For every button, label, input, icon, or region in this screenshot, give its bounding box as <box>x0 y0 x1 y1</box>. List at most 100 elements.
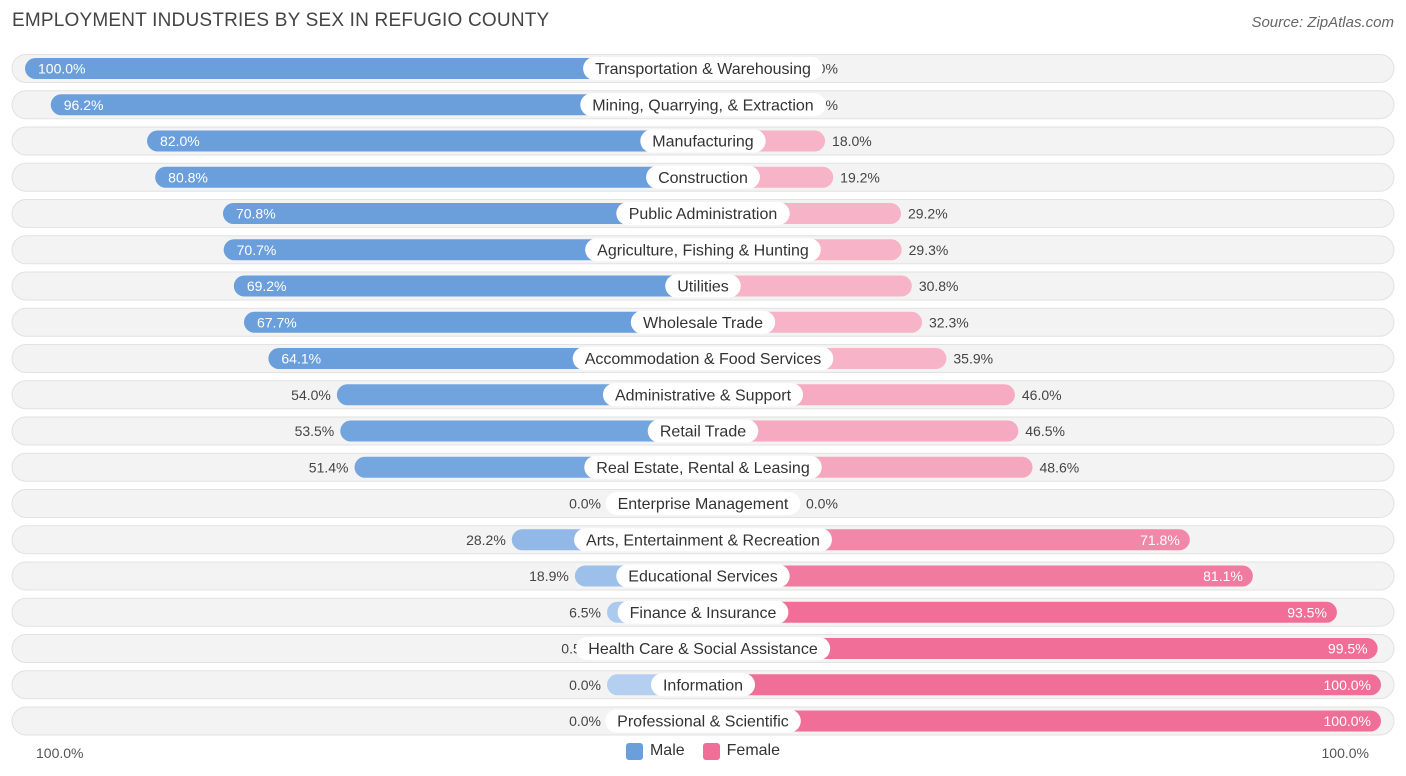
category-pill <box>584 455 822 479</box>
category-label: Agriculture, Fishing & Hunting <box>597 242 809 259</box>
value-label-male: 96.2% <box>64 97 104 113</box>
legend: Male Female <box>0 742 1406 760</box>
axis-right-label: 100.0% <box>1321 745 1369 761</box>
bar-female <box>703 638 1378 659</box>
value-label-male: 51.4% <box>309 459 349 475</box>
value-label-male: 82.0% <box>160 133 200 149</box>
chart-title: EMPLOYMENT INDUSTRIES BY SEX IN REFUGIO … <box>12 10 550 31</box>
value-label-female: 48.6% <box>1040 459 1080 475</box>
value-label-female: 100.0% <box>1324 713 1371 729</box>
bar-female <box>703 674 1381 696</box>
value-label-male: 18.9% <box>529 568 569 584</box>
value-label-female: 29.2% <box>908 206 948 222</box>
value-label-male: 70.8% <box>236 206 276 222</box>
category-label: Enterprise Management <box>618 496 789 513</box>
source-credit: Source: ZipAtlas.com <box>1251 14 1394 31</box>
value-label-female: 35.9% <box>953 351 993 367</box>
bar-male <box>243 311 703 333</box>
bar-female <box>703 420 1019 442</box>
bar-male <box>223 239 704 261</box>
bar-female <box>703 565 1253 587</box>
category-label: Construction <box>658 170 748 187</box>
value-label-female: 19.2% <box>840 169 880 185</box>
legend-swatch-female <box>702 742 720 760</box>
legend-item-female: Female <box>702 742 781 760</box>
value-label-female: 18.0% <box>832 133 872 149</box>
category-pill <box>630 310 776 334</box>
category-pill <box>616 564 790 588</box>
value-label-female: 0.0% <box>806 496 838 512</box>
value-label-female: 46.5% <box>1025 423 1065 439</box>
category-label: Information <box>663 677 743 694</box>
category-pill <box>665 274 741 298</box>
category-pill <box>605 709 801 733</box>
category-pill <box>650 673 756 697</box>
category-pill <box>575 637 831 660</box>
value-label-male: 6.5% <box>569 604 601 620</box>
bar-female <box>703 275 912 297</box>
bar-male <box>340 420 703 442</box>
category-pill <box>605 492 801 515</box>
bar-female <box>703 601 1337 623</box>
value-label-female: 81.1% <box>1203 568 1243 584</box>
category-pill <box>585 238 821 262</box>
category-pill <box>583 57 823 80</box>
value-label-male: 0.0% <box>569 496 601 512</box>
value-label-male: 67.7% <box>257 314 297 330</box>
category-pill <box>640 129 766 153</box>
category-label: Professional & Scientific <box>617 714 789 731</box>
value-label-female: 46.0% <box>1022 387 1062 403</box>
category-label: Transportation & Warehousing <box>595 61 811 78</box>
category-label: Public Administration <box>629 206 778 223</box>
category-pill <box>580 93 826 117</box>
category-label: Educational Services <box>628 569 777 586</box>
category-label: Mining, Quarrying, & Extraction <box>592 97 813 114</box>
category-label: Arts, Entertainment & Recreation <box>586 532 820 549</box>
category-label: Accommodation & Food Services <box>585 351 822 368</box>
category-pill <box>574 528 832 552</box>
bar-male <box>233 275 703 297</box>
category-pill <box>647 419 759 443</box>
category-label: Retail Trade <box>660 424 746 441</box>
category-label: Finance & Insurance <box>630 605 777 622</box>
category-pill <box>572 347 834 370</box>
bar-female <box>703 710 1381 732</box>
category-pill <box>617 600 789 624</box>
category-label: Administrative & Support <box>615 387 792 404</box>
value-label-male: 0.0% <box>569 677 601 693</box>
bar-male <box>222 203 703 224</box>
legend-label-female: Female <box>726 742 781 759</box>
value-label-male: 100.0% <box>38 61 85 77</box>
legend-label-male: Male <box>649 742 685 759</box>
value-label-male: 53.5% <box>295 423 335 439</box>
bar-male <box>25 58 703 79</box>
value-label-male: 70.7% <box>237 242 277 258</box>
category-pill <box>602 383 804 407</box>
value-label-female: 30.8% <box>919 278 959 294</box>
value-label-male: 54.0% <box>291 387 331 403</box>
value-label-female: 71.8% <box>1140 532 1180 548</box>
category-label: Health Care & Social Assistance <box>588 641 818 658</box>
legend-item-male: Male <box>625 742 685 760</box>
value-label-male: 28.2% <box>466 532 506 548</box>
axis-left-label: 100.0% <box>36 745 84 761</box>
legend-swatch-male <box>625 742 643 760</box>
category-label: Wholesale Trade <box>643 315 763 332</box>
value-label-male: 69.2% <box>247 278 287 294</box>
value-label-male: 80.8% <box>168 169 208 185</box>
value-label-female: 99.5% <box>1328 641 1368 657</box>
value-label-female: 29.3% <box>909 242 949 258</box>
category-label: Utilities <box>677 279 729 296</box>
value-label-female: 100.0% <box>1324 677 1371 693</box>
value-label-male: 0.0% <box>569 713 601 729</box>
bar-male <box>155 166 703 188</box>
category-label: Real Estate, Rental & Leasing <box>596 460 809 477</box>
value-label-female: 93.5% <box>1287 604 1327 620</box>
bar-male <box>147 130 704 152</box>
bar-male <box>50 94 704 116</box>
value-label-female: 32.3% <box>929 314 969 330</box>
value-label-male: 64.1% <box>281 351 321 367</box>
category-pill <box>646 165 760 189</box>
category-label: Manufacturing <box>652 134 753 151</box>
